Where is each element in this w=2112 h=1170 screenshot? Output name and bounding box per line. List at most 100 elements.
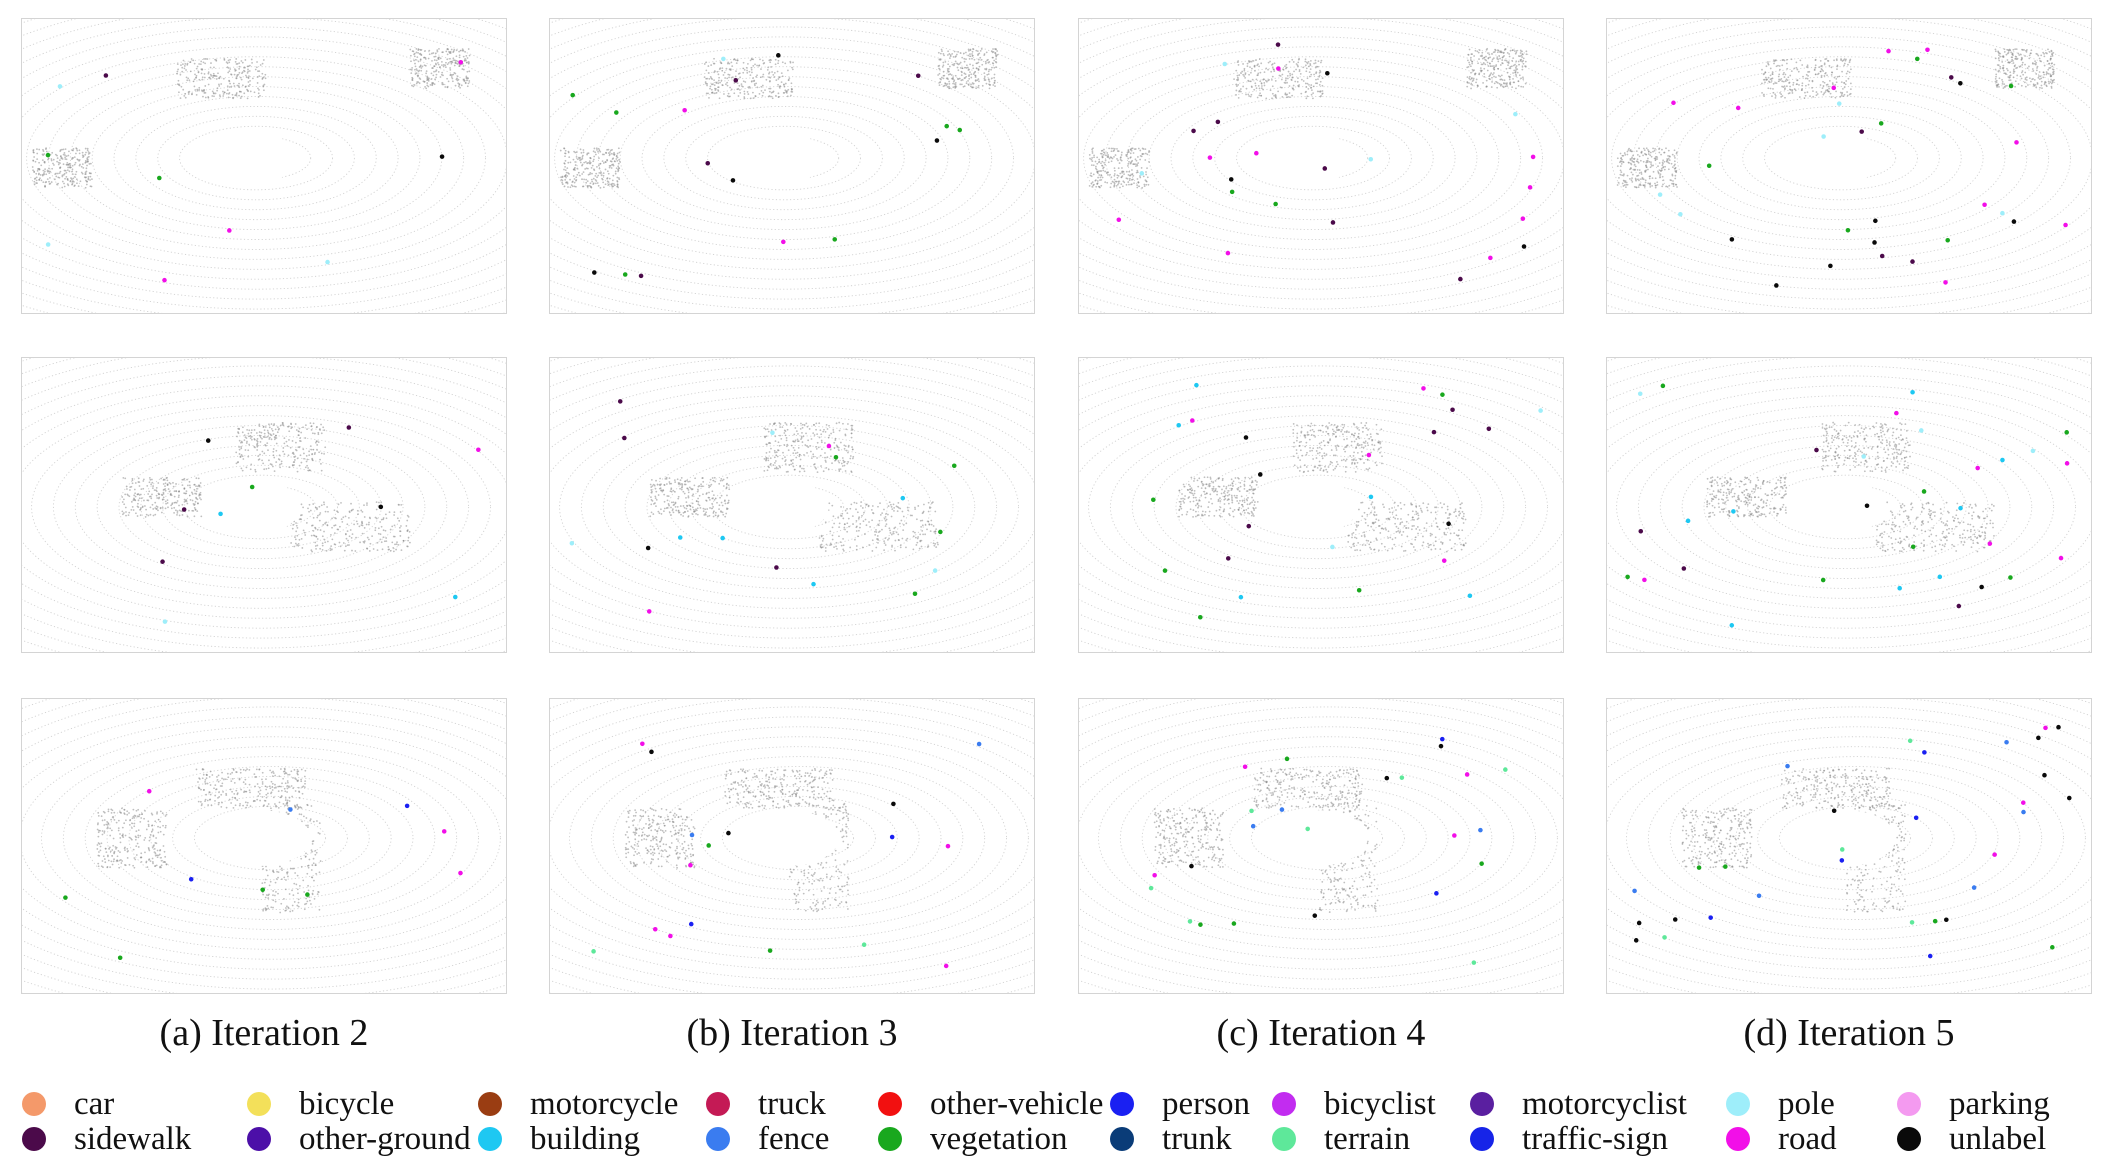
cloud-point: [2002, 64, 2005, 67]
point-cloud-render: [1079, 19, 1563, 313]
cloud-point: [733, 92, 736, 95]
cloud-point: [1630, 179, 1633, 182]
cloud-point: [937, 51, 940, 54]
cloud-point: [893, 510, 895, 512]
cloud-point: [848, 525, 850, 528]
cloud-point: [995, 55, 998, 58]
cloud-point: [725, 83, 727, 86]
cloud-point: [703, 76, 706, 79]
cloud-point: [299, 454, 302, 457]
cloud-point: [950, 74, 953, 76]
cloud-point: [323, 429, 326, 432]
cloud-point: [241, 61, 244, 64]
cloud-point: [2010, 60, 2013, 63]
cloud-point: [975, 62, 978, 65]
cloud-point: [1145, 183, 1148, 186]
cloud-point: [1843, 93, 1846, 96]
cloud-point: [267, 449, 269, 452]
cloud-point: [32, 148, 35, 151]
cloud-point: [456, 60, 459, 63]
cloud-point: [1636, 168, 1639, 171]
cloud-point: [657, 494, 660, 496]
cloud-point: [689, 508, 692, 511]
cloud-point: [1496, 81, 1499, 84]
cloud-point: [196, 88, 199, 91]
cloud-point: [697, 500, 700, 503]
cloud-point: [767, 430, 770, 433]
cloud-point: [275, 461, 278, 463]
cloud-point: [307, 469, 310, 472]
labeled-point: [720, 535, 725, 541]
cloud-point: [79, 180, 82, 183]
scan-ring: [580, 415, 998, 599]
cloud-point: [812, 455, 815, 458]
cloud-point: [247, 81, 250, 83]
cloud-point: [988, 60, 991, 63]
cloud-point: [366, 504, 368, 506]
cloud-point: [855, 545, 858, 547]
cloud-point: [418, 82, 421, 85]
cloud-point: [787, 470, 789, 473]
cloud-point: [598, 149, 601, 152]
cloud-point: [194, 89, 197, 91]
cloud-point: [948, 82, 951, 85]
cloud-point: [1260, 87, 1263, 90]
cloud-point: [1819, 70, 1822, 73]
cloud-point: [348, 510, 351, 513]
cloud-point: [844, 528, 846, 531]
cloud-point: [2050, 50, 2053, 53]
cloud-point: [341, 521, 344, 523]
cloud-point: [2045, 52, 2047, 54]
cloud-point: [246, 71, 249, 74]
cloud-point: [946, 85, 949, 88]
cloud-point: [804, 444, 807, 446]
cloud-point: [827, 436, 830, 439]
cloud-point: [938, 72, 941, 75]
cloud-point: [1132, 175, 1135, 177]
cloud-point: [742, 71, 745, 74]
cloud-point: [1504, 85, 1507, 88]
cloud-point: [1825, 89, 1827, 92]
cloud-point: [1849, 88, 1852, 90]
cloud-point: [2049, 81, 2052, 84]
cloud-point: [247, 432, 250, 435]
cloud-point: [885, 512, 888, 515]
cloud-point: [561, 183, 564, 186]
cloud-point: [446, 53, 449, 56]
cloud-point: [292, 451, 295, 454]
cloud-point: [407, 539, 410, 542]
cloud-point: [963, 57, 966, 60]
cloud-point: [311, 432, 314, 435]
cloud-point: [1524, 82, 1527, 85]
cloud-point: [384, 529, 387, 532]
labeled-point: [705, 160, 711, 166]
cloud-point: [838, 470, 841, 472]
cloud-point: [147, 499, 150, 502]
cloud-point: [2028, 57, 2031, 60]
cloud-point: [426, 84, 429, 87]
cloud-point: [786, 95, 789, 98]
cloud-point: [195, 490, 198, 493]
cloud-point: [1478, 58, 1480, 60]
cloud-point: [969, 63, 971, 66]
cloud-point: [750, 68, 753, 71]
cloud-point: [136, 493, 139, 496]
cloud-point: [561, 179, 564, 182]
cloud-point: [137, 499, 140, 502]
cloud-point: [1774, 59, 1777, 62]
cloud-point: [247, 70, 250, 73]
cloud-point: [253, 429, 256, 431]
cloud-point: [149, 506, 152, 509]
cloud-point: [331, 538, 334, 541]
cloud-point: [652, 483, 655, 486]
cloud-point: [257, 92, 260, 95]
cloud-point: [758, 92, 761, 95]
cloud-point: [177, 496, 180, 499]
cloud-point: [436, 50, 439, 53]
labeled-point: [1657, 192, 1663, 197]
cloud-point: [407, 516, 410, 518]
cloud-point: [952, 80, 955, 83]
point-cloud-panel-row1-iter2: [21, 18, 507, 314]
cloud-point: [193, 515, 196, 518]
cloud-point: [1998, 86, 2000, 88]
